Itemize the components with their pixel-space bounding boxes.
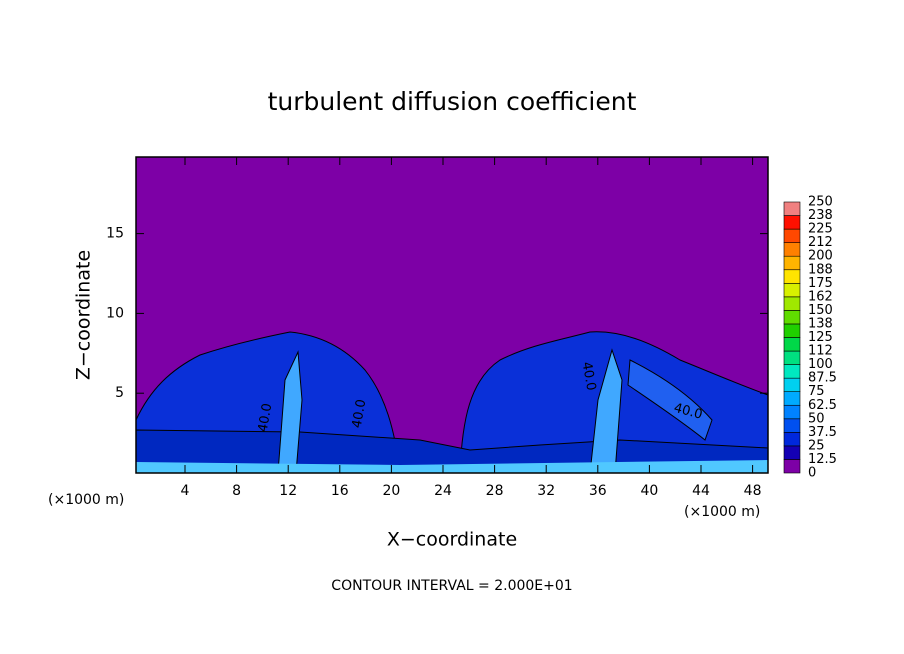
colorbar-box (783, 432, 801, 447)
colorbar-label: 37.5 (808, 425, 837, 440)
colorbar-box (783, 391, 801, 406)
x-unit: (×1000 m) (48, 492, 124, 508)
colorbar-label: 175 (808, 276, 833, 291)
x-tick-label: 44 (692, 483, 710, 499)
colorbar-box (783, 337, 801, 352)
x-tick-label: 36 (589, 483, 607, 499)
x-tick-label: 28 (486, 483, 504, 499)
colorbar-label: 212 (808, 235, 833, 250)
x-tick-label: 16 (331, 483, 349, 499)
colorbar-box (783, 310, 801, 325)
footnote: CONTOUR INTERVAL = 2.000E+01 (331, 578, 572, 594)
colorbar-label: 200 (808, 249, 833, 264)
colorbar-box (783, 242, 801, 257)
colorbar-label: 62.5 (808, 398, 837, 413)
field (135, 157, 769, 474)
x-tick-label: 20 (382, 483, 400, 499)
y-tick-label: 10 (106, 305, 124, 321)
colorbar-label: 0 (808, 466, 816, 481)
colorbar-box (783, 364, 801, 379)
colorbar-box (783, 255, 801, 271)
chart-title: turbulent diffusion coefficient (268, 87, 637, 116)
colorbar-box (783, 201, 801, 216)
contour-label: 40.0 (672, 401, 704, 423)
colorbar-box (783, 418, 801, 433)
colorbar-box (783, 459, 801, 474)
colorbar-box (783, 282, 801, 298)
contour-label: 40.0 (256, 402, 276, 433)
x-tick-label: 40 (640, 483, 658, 499)
x-tick-label: 8 (232, 483, 241, 499)
colorbar-box (783, 445, 801, 460)
colorbar-box (783, 377, 801, 392)
colorbar-label: 162 (808, 289, 833, 304)
colorbar-label: 188 (808, 262, 833, 277)
colorbar-box (783, 404, 801, 420)
x-tick-label: 24 (434, 483, 452, 499)
contour-label: 40.0 (579, 361, 599, 392)
y-tick-label: 15 (106, 226, 124, 242)
x-axis-label: X−coordinate (387, 529, 517, 551)
colorbar-label: 138 (808, 316, 833, 331)
colorbar-label: 50 (808, 411, 825, 426)
colorbar-box (783, 323, 801, 338)
colorbar-label: 250 (808, 195, 833, 210)
plot-frame (135, 156, 769, 474)
colorbar-label: 238 (808, 208, 833, 223)
colorbar-label: 12.5 (808, 452, 837, 467)
colorbar-label: 25 (808, 438, 825, 453)
x-tick-label: 48 (744, 483, 762, 499)
colorbar-label: 150 (808, 303, 833, 318)
colorbar-label: 125 (808, 330, 833, 345)
colorbar-label: 112 (808, 344, 833, 359)
colorbar-label: 225 (808, 222, 833, 237)
x-tick-label: 4 (181, 483, 190, 499)
colorbar-box (783, 228, 801, 243)
colorbar-label: 100 (808, 357, 833, 372)
x-tick-label: 32 (537, 483, 555, 499)
colorbar-box (783, 215, 801, 230)
colorbar-label: 87.5 (808, 371, 837, 386)
colorbar-box (783, 269, 801, 284)
colorbar-label: 75 (808, 384, 825, 399)
x-tick-label: 12 (279, 483, 297, 499)
colorbar-box (783, 350, 801, 365)
y-tick-label: 5 (115, 385, 124, 401)
x-unit: (×1000 m) (684, 504, 760, 520)
y-axis-label: Z−coordinate (73, 250, 95, 380)
contour-label: 40.0 (350, 398, 370, 429)
colorbar-box (783, 296, 801, 311)
